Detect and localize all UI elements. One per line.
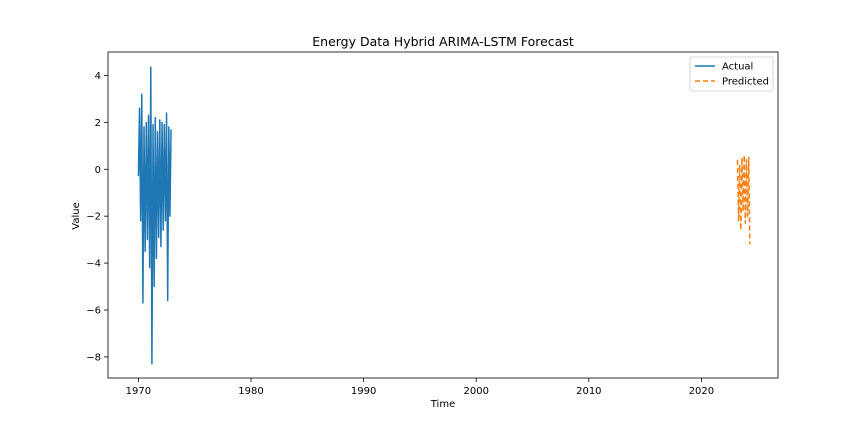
axis-ticks: 1970 1980 1990 2000 2010 2020 4 2 0 −2 −4 −6 −8	[86, 71, 714, 397]
y-tick-label: −4	[86, 259, 101, 270]
axes-frame	[107, 51, 779, 379]
series-line-predicted	[736, 154, 751, 245]
x-axis-label: Time	[430, 399, 455, 410]
x-tick-label: 1980	[238, 386, 263, 397]
x-tick-label: 2000	[463, 386, 488, 397]
x-tick-label: 2010	[576, 386, 601, 397]
y-tick-label: 4	[95, 71, 101, 82]
chart-title: Energy Data Hybrid ARIMA-LSTM Forecast	[312, 34, 574, 49]
y-tick-label: 2	[95, 118, 101, 129]
legend: Actual Predicted	[689, 56, 774, 92]
series-line-actual	[137, 66, 172, 365]
legend-label-actual: Actual	[722, 62, 753, 73]
plot-area	[137, 66, 751, 365]
legend-label-predicted: Predicted	[722, 77, 769, 88]
x-tick-label: 2020	[689, 386, 714, 397]
y-axis-label: Value	[71, 202, 82, 229]
y-tick-label: −2	[86, 212, 101, 223]
y-tick-label: −6	[86, 305, 101, 316]
x-tick-label: 1970	[126, 386, 151, 397]
y-tick-label: 0	[95, 165, 101, 176]
y-tick-label: −8	[86, 352, 101, 363]
x-tick-label: 1990	[351, 386, 376, 397]
